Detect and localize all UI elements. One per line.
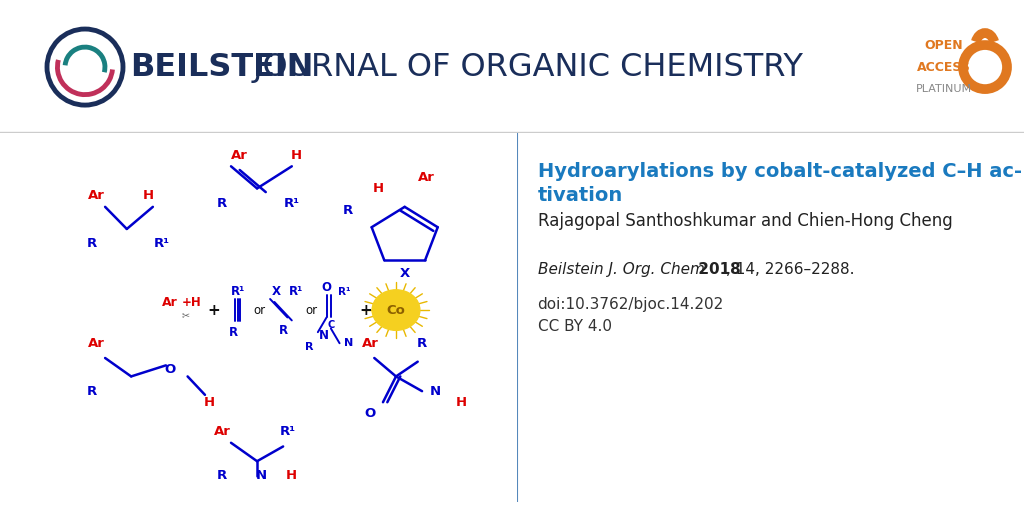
Text: R: R — [217, 197, 227, 209]
Text: OPEN: OPEN — [925, 38, 964, 52]
Text: , 14, 2266–2288.: , 14, 2266–2288. — [726, 262, 854, 277]
Text: +: + — [207, 303, 220, 317]
Text: C: C — [328, 320, 335, 330]
Text: X: X — [272, 285, 282, 298]
Text: R: R — [217, 470, 227, 482]
Polygon shape — [96, 163, 453, 472]
Text: tivation: tivation — [538, 186, 623, 205]
Text: H: H — [204, 396, 215, 409]
Text: R: R — [417, 337, 427, 350]
Text: H: H — [373, 182, 384, 195]
Text: O: O — [322, 282, 332, 294]
Text: 2018: 2018 — [693, 262, 741, 277]
Text: Ar: Ar — [214, 425, 230, 438]
Text: PLATINUM: PLATINUM — [915, 84, 972, 94]
Text: O: O — [365, 407, 376, 420]
Text: +: + — [359, 303, 372, 317]
Text: CC BY 4.0: CC BY 4.0 — [538, 319, 611, 334]
Text: H: H — [143, 189, 154, 202]
Text: Beilstein J. Org. Chem.: Beilstein J. Org. Chem. — [538, 262, 710, 277]
Text: Hydroarylations by cobalt-catalyzed C–H ac-: Hydroarylations by cobalt-catalyzed C–H … — [538, 162, 1022, 181]
Text: R¹: R¹ — [289, 285, 303, 298]
Text: +H: +H — [182, 296, 202, 309]
Text: R¹: R¹ — [284, 197, 300, 209]
Text: R¹: R¹ — [280, 425, 296, 438]
Text: N: N — [344, 338, 353, 348]
Text: R: R — [279, 324, 288, 337]
Text: Co: Co — [387, 304, 406, 316]
Text: H: H — [287, 470, 297, 482]
Text: R¹: R¹ — [230, 285, 245, 298]
Text: H: H — [456, 396, 467, 409]
Text: doi:10.3762/bjoc.14.202: doi:10.3762/bjoc.14.202 — [538, 297, 724, 312]
Text: R: R — [87, 385, 97, 398]
Text: or: or — [253, 304, 265, 316]
Text: Ar: Ar — [418, 171, 435, 184]
Text: Ar: Ar — [361, 337, 379, 350]
Text: Ar: Ar — [88, 189, 104, 202]
Text: ACCESS: ACCESS — [918, 60, 971, 74]
Text: N: N — [429, 385, 440, 398]
Text: R: R — [228, 326, 238, 338]
Text: JOURNAL OF ORGANIC CHEMISTRY: JOURNAL OF ORGANIC CHEMISTRY — [243, 52, 803, 82]
Text: O: O — [165, 362, 176, 375]
Text: R¹: R¹ — [154, 237, 170, 250]
Text: Ar: Ar — [88, 337, 104, 350]
Text: H: H — [291, 149, 302, 162]
Text: Rajagopal Santhoshkumar and Chien-Hong Cheng: Rajagopal Santhoshkumar and Chien-Hong C… — [538, 212, 952, 230]
Text: R: R — [305, 342, 313, 352]
Text: X: X — [399, 267, 410, 280]
Text: N: N — [256, 470, 267, 482]
Circle shape — [372, 290, 420, 330]
Text: R¹: R¹ — [338, 287, 350, 296]
Text: Ar: Ar — [163, 296, 178, 309]
Text: N: N — [319, 329, 330, 343]
Text: R: R — [343, 204, 353, 217]
Text: BEILSTEIN: BEILSTEIN — [130, 52, 313, 82]
Text: or: or — [305, 304, 317, 316]
Text: ✂: ✂ — [181, 311, 189, 321]
Text: R: R — [87, 237, 97, 250]
Text: Ar: Ar — [231, 149, 248, 162]
